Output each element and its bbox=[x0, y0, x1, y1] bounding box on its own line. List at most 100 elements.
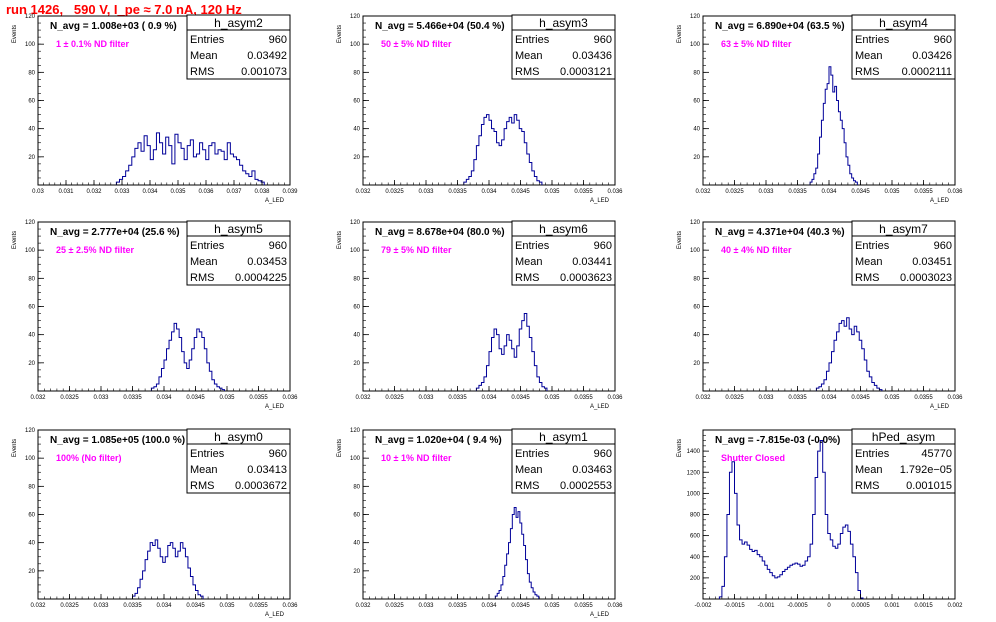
filter-label: 63 ± 5% ND filter bbox=[721, 39, 792, 49]
x-tick-label: 0.036 bbox=[607, 603, 623, 609]
stats-value: 0.03413 bbox=[247, 464, 287, 476]
stats-value: 1.792e−05 bbox=[900, 464, 952, 476]
stats-label: Entries bbox=[515, 34, 550, 46]
y-axis-title: Events bbox=[337, 25, 343, 43]
y-tick-label: 40 bbox=[28, 333, 35, 339]
stats-title: hPed_asym bbox=[872, 430, 935, 444]
n-avg-label: N_avg = 1.085e+05 (100.0 %) bbox=[50, 435, 185, 446]
x-tick-label: 0.0325 bbox=[60, 395, 79, 401]
y-tick-label: 20 bbox=[28, 155, 35, 161]
stats-value: 0.0003023 bbox=[900, 272, 952, 284]
x-axis-title: A_LED bbox=[265, 404, 285, 410]
y-tick-label: 60 bbox=[28, 99, 35, 105]
x-tick-label: -0.002 bbox=[694, 603, 712, 609]
stats-label: RMS bbox=[190, 66, 214, 78]
filter-label: 10 ± 1% ND filter bbox=[381, 453, 452, 463]
x-tick-label: 0.0335 bbox=[123, 395, 142, 401]
stats-title: h_asym3 bbox=[539, 16, 588, 30]
y-axis-title: Events bbox=[337, 439, 343, 457]
x-tick-label: 0.034 bbox=[481, 395, 497, 401]
stats-label: Mean bbox=[190, 256, 218, 268]
y-tick-label: 100 bbox=[350, 248, 361, 254]
x-axis-title: A_LED bbox=[590, 404, 610, 410]
x-tick-label: 0.033 bbox=[418, 189, 434, 195]
histogram-line bbox=[150, 322, 225, 391]
y-tick-label: 60 bbox=[28, 513, 35, 519]
x-tick-label: 0.034 bbox=[156, 395, 172, 401]
x-tick-label: 0.033 bbox=[758, 395, 774, 401]
x-tick-label: 0.0325 bbox=[385, 189, 404, 195]
stats-value: 45770 bbox=[921, 448, 952, 460]
x-tick-label: 0.035 bbox=[884, 395, 900, 401]
stats-value: 0.03453 bbox=[247, 256, 287, 268]
y-tick-label: 20 bbox=[693, 361, 700, 367]
y-tick-label: 100 bbox=[25, 42, 36, 48]
y-axis-title: Events bbox=[677, 231, 683, 249]
x-axis-title: A_LED bbox=[930, 404, 950, 410]
stats-label: RMS bbox=[190, 480, 214, 492]
y-tick-label: 80 bbox=[693, 70, 700, 76]
y-tick-label: 400 bbox=[690, 555, 701, 561]
stats-value: 0.03441 bbox=[572, 256, 612, 268]
stats-value: 0.001073 bbox=[241, 66, 287, 78]
n-avg-label: N_avg = 1.020e+04 ( 9.4 %) bbox=[375, 435, 502, 446]
x-tick-label: 0.0355 bbox=[574, 189, 593, 195]
stats-label: Entries bbox=[515, 240, 550, 252]
stats-title: h_asym1 bbox=[539, 430, 588, 444]
histogram-panel-h_asym2: 0.03 0.031 0.032 0.033 0.034 0.035 0.036 0.037 0… bbox=[12, 14, 298, 204]
x-tick-label: 0.036 bbox=[198, 189, 214, 195]
x-tick-label: 0.032 bbox=[695, 189, 711, 195]
y-tick-label: 100 bbox=[350, 456, 361, 462]
x-axis-title: A_LED bbox=[930, 198, 950, 204]
stats-label: Entries bbox=[190, 448, 225, 460]
stats-label: RMS bbox=[855, 272, 879, 284]
y-tick-label: 60 bbox=[693, 99, 700, 105]
stats-title: h_asym0 bbox=[214, 430, 263, 444]
stats-value: 960 bbox=[269, 240, 287, 252]
x-tick-label: -0.0015 bbox=[724, 603, 745, 609]
y-tick-label: 120 bbox=[25, 14, 36, 20]
y-axis-title: Events bbox=[12, 25, 18, 43]
x-tick-label: 0.0325 bbox=[385, 603, 404, 609]
stats-box bbox=[186, 428, 291, 494]
stats-label: Entries bbox=[855, 240, 890, 252]
y-tick-label: 120 bbox=[690, 220, 701, 226]
y-tick-label: 800 bbox=[690, 513, 701, 519]
x-tick-label: 0.035 bbox=[219, 603, 235, 609]
stats-title: h_asym5 bbox=[214, 222, 263, 236]
stats-value: 0.0003623 bbox=[560, 272, 612, 284]
x-tick-label: 0.0325 bbox=[60, 603, 79, 609]
x-tick-label: 0.03 bbox=[32, 189, 44, 195]
x-tick-label: 0.0345 bbox=[851, 189, 870, 195]
x-tick-label: 0.038 bbox=[254, 189, 270, 195]
histogram-line bbox=[132, 539, 204, 599]
y-tick-label: 80 bbox=[28, 70, 35, 76]
x-tick-label: 0.036 bbox=[607, 189, 623, 195]
x-tick-label: 0.033 bbox=[758, 189, 774, 195]
histogram-line bbox=[475, 313, 548, 391]
x-tick-label: 0.036 bbox=[282, 603, 298, 609]
stats-label: Mean bbox=[515, 50, 543, 62]
y-axis-title: Events bbox=[677, 439, 683, 457]
x-tick-label: 0.0335 bbox=[788, 189, 807, 195]
stats-box bbox=[851, 428, 956, 494]
x-tick-label: 0.0355 bbox=[249, 603, 268, 609]
y-tick-label: 1000 bbox=[687, 491, 701, 497]
y-tick-label: 100 bbox=[25, 456, 36, 462]
stats-title: h_asym2 bbox=[214, 16, 263, 30]
filter-label: 50 ± 5% ND filter bbox=[381, 39, 452, 49]
filter-label: 79 ± 5% ND filter bbox=[381, 245, 452, 255]
stats-label: Entries bbox=[515, 448, 550, 460]
y-tick-label: 100 bbox=[25, 248, 36, 254]
x-tick-label: 0.0355 bbox=[914, 189, 933, 195]
y-tick-label: 20 bbox=[28, 361, 35, 367]
x-tick-label: 0.035 bbox=[219, 395, 235, 401]
y-tick-label: 80 bbox=[28, 484, 35, 490]
y-tick-label: 20 bbox=[28, 569, 35, 575]
stats-box bbox=[511, 220, 616, 286]
x-tick-label: 0.034 bbox=[481, 603, 497, 609]
histogram-panel-h_asym6: 0.032 0.0325 0.033 0.0335 0.034 0.0345 0.035 0.… bbox=[337, 220, 623, 410]
stats-value: 0.001015 bbox=[906, 480, 952, 492]
filter-label: Shutter Closed bbox=[721, 453, 785, 463]
